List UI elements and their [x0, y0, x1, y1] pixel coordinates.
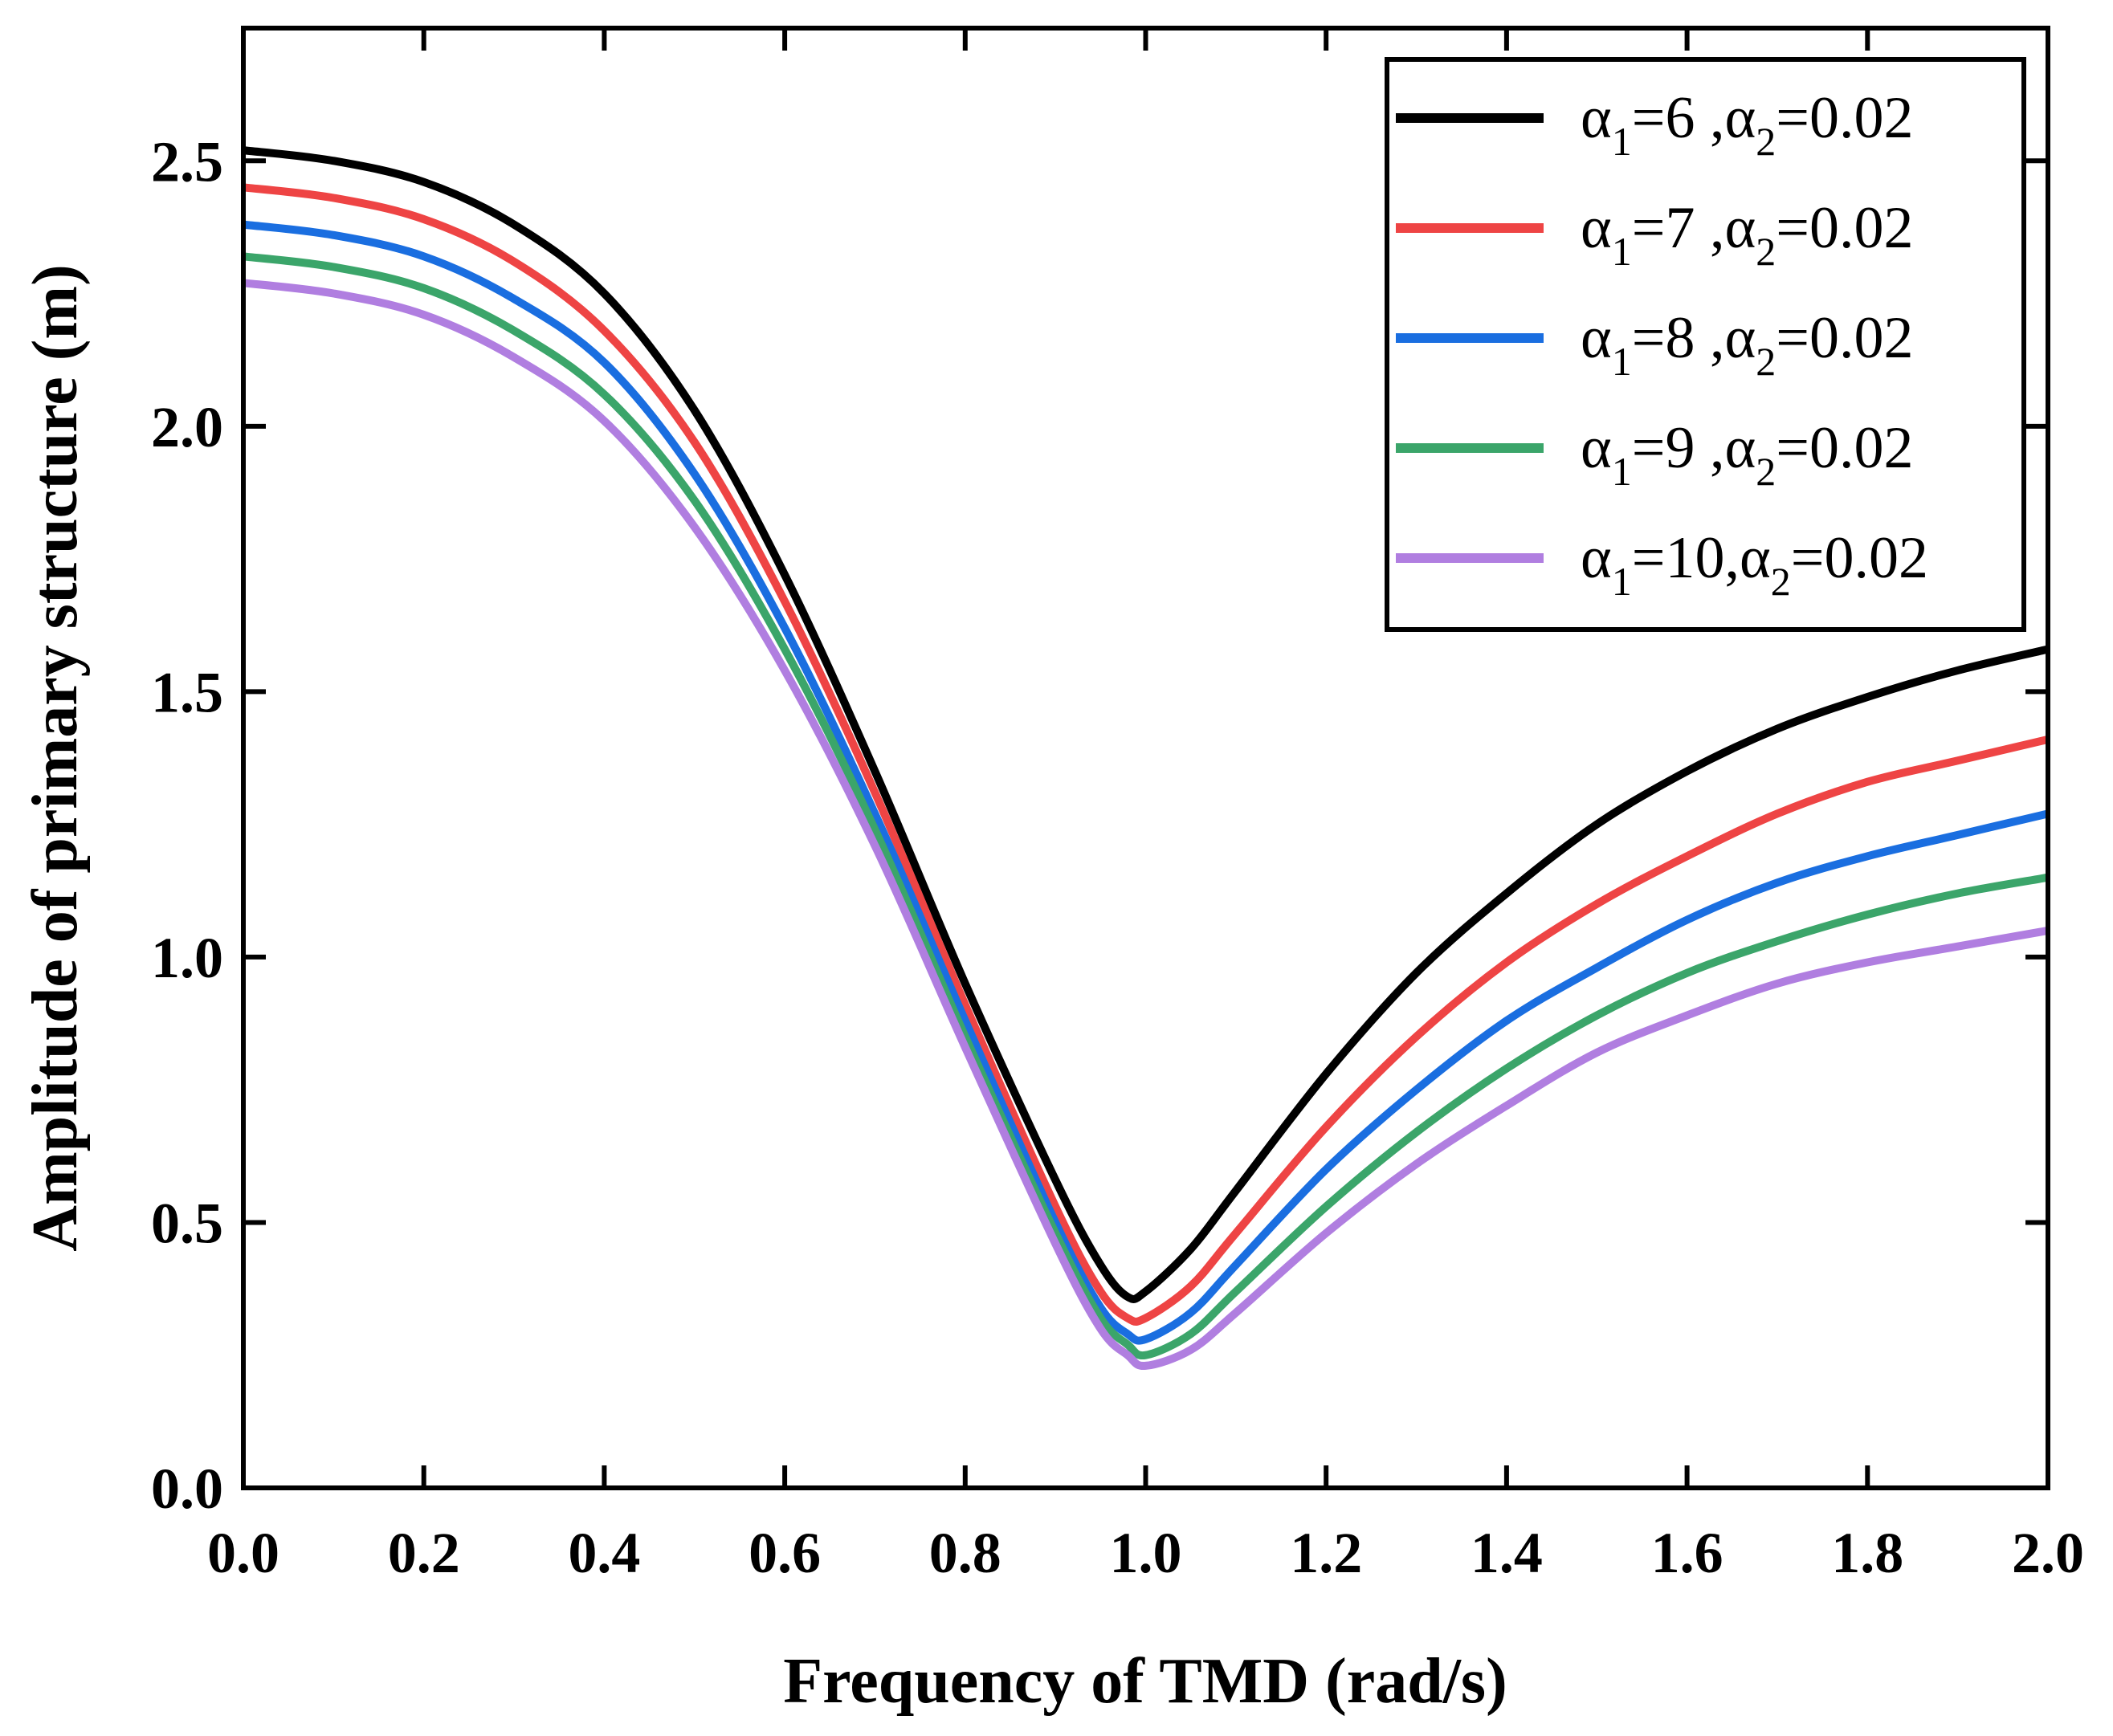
legend-label: α1=8 ,α2=0.02	[1581, 305, 1914, 384]
y-tick-label: 0.0	[151, 1457, 223, 1521]
series-line-4	[243, 252, 2049, 1360]
legend-box	[1385, 57, 2026, 632]
series-line-2	[243, 183, 2050, 1326]
x-tick-label: 1.6	[1651, 1521, 1723, 1585]
x-tick-label: 0.4	[568, 1521, 640, 1585]
y-axis-title: Amplitude of primary structure (m)	[20, 264, 91, 1251]
legend-item: α1=7 ,α2=0.02	[1396, 195, 1914, 274]
legend-label: α1=10,α2=0.02	[1581, 525, 1928, 604]
series-layer	[243, 146, 2050, 1370]
y-tick-label: 1.5	[151, 660, 223, 724]
legend-entries: α1=6 ,α2=0.02 α1=7 ,α2=0.02 α1=8 ,α2=0.02 α…	[1396, 85, 1928, 604]
x-tick-label: 1.0	[1110, 1521, 1182, 1585]
x-tick-label: 0.0	[207, 1521, 279, 1585]
x-tick-label: 1.8	[1831, 1521, 1903, 1585]
x-tick-label: 0.8	[929, 1521, 1001, 1585]
x-axis-title: Frequency of TMD (rad/s)	[783, 1646, 1507, 1717]
ticks-layer	[241, 28, 2050, 1490]
x-tick-label: 1.2	[1290, 1521, 1362, 1585]
x-tick-label: 1.4	[1471, 1521, 1543, 1585]
legend-item: α1=10,α2=0.02	[1396, 525, 1928, 604]
x-tick-label: 0.2	[388, 1521, 460, 1585]
legend-label: α1=9 ,α2=0.02	[1581, 415, 1914, 494]
series-line-5	[243, 279, 2049, 1370]
legend-item: α1=8 ,α2=0.02	[1396, 305, 1914, 384]
x-tick-label: 0.6	[749, 1521, 821, 1585]
legend-item: α1=9 ,α2=0.02	[1396, 415, 1914, 494]
series-line-3	[243, 220, 2050, 1345]
legend-item: α1=6 ,α2=0.02	[1396, 85, 1914, 164]
x-tick-label: 2.0	[2012, 1521, 2084, 1585]
legend-label: α1=7 ,α2=0.02	[1581, 195, 1914, 274]
y-tick-label: 1.0	[151, 926, 223, 990]
y-tick-label: 2.5	[151, 129, 223, 194]
y-tick-label: 0.5	[151, 1191, 223, 1255]
legend-label: α1=6 ,α2=0.02	[1581, 85, 1914, 164]
y-tick-label: 2.0	[151, 395, 223, 459]
series-line-1	[243, 146, 2050, 1303]
legend: α1=6 ,α2=0.02 α1=7 ,α2=0.02 α1=8 ,α2=0.02 α…	[1385, 57, 2026, 632]
tick-labels-layer: 0.0 0.2 0.4 0.6 0.8 1.0 1.2 1.4 1.6 1.8 2.0 0.0 0.5 1…	[151, 129, 2084, 1585]
